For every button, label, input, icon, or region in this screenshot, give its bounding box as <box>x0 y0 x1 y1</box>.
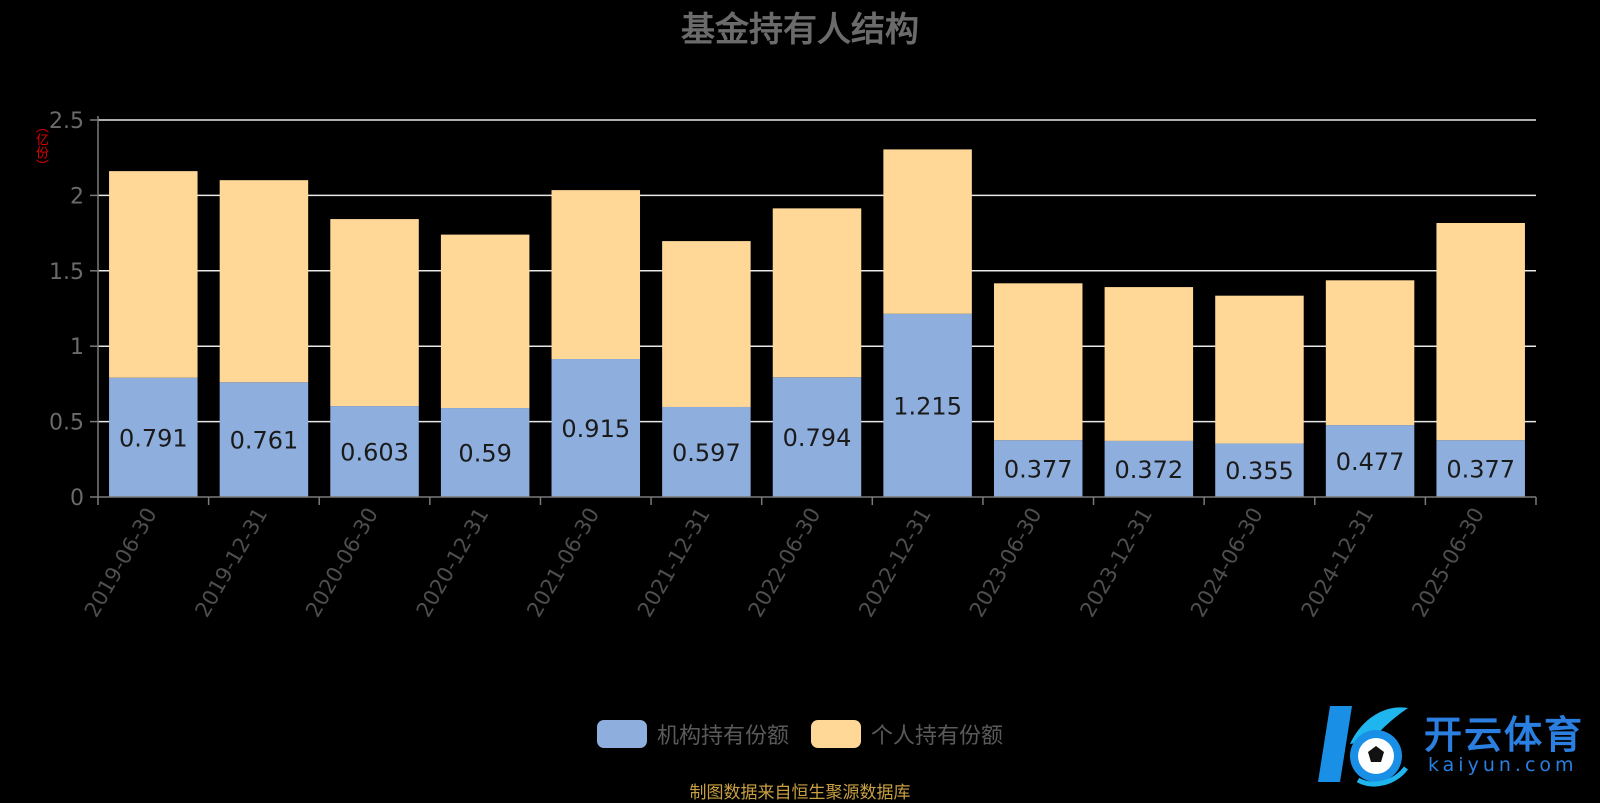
bar-institutional <box>883 313 972 497</box>
bar-institutional <box>1104 440 1194 497</box>
x-tick-label: 2023-06-30 <box>965 504 1047 622</box>
bar-individual <box>330 219 419 407</box>
legend-label-individual: 个人持有份额 <box>871 724 1004 749</box>
y-tick-label: 0 <box>70 486 84 511</box>
bar-value-label: 0.603 <box>340 439 409 467</box>
bar-individual <box>1436 222 1525 441</box>
y-axis: 0 0.5 1 1.5 2 2.5 <box>49 109 99 511</box>
x-tick-label: 2021-12-31 <box>633 504 715 622</box>
kaiyun-logo-icon <box>1318 706 1408 787</box>
bar-institutional <box>993 440 1083 497</box>
kaiyun-logo: 开云体育 kaiyun.com <box>1312 698 1596 790</box>
x-tick-label: 2022-12-31 <box>854 504 936 622</box>
bar-individual <box>993 283 1083 441</box>
bar-individual <box>440 234 530 409</box>
bar-value-label: 0.597 <box>672 439 741 467</box>
x-tick-label: 2019-12-31 <box>190 504 272 622</box>
bar-individual <box>551 190 641 360</box>
bar-individual <box>883 149 972 314</box>
x-tick-label: 2024-06-30 <box>1186 504 1268 622</box>
bar-institutional <box>109 377 198 497</box>
bar-institutional <box>440 408 530 497</box>
bar-institutional <box>551 359 641 497</box>
bar-institutional <box>219 382 309 497</box>
bar-institutional <box>330 406 419 497</box>
chart-title: 基金持有人结构 <box>681 10 919 50</box>
kaiyun-logo-domain: kaiyun.com <box>1428 754 1578 776</box>
y-tick-label: 1 <box>70 335 84 360</box>
bar-individual <box>1104 287 1194 441</box>
bars: 0.791 0.761 0.603 0.59 0.915 0.597 0.794 1.215 0… <box>109 149 1525 497</box>
bar-individual <box>1325 280 1415 426</box>
bar-value-label: 0.915 <box>561 415 630 443</box>
x-axis: 2019-06-30 2019-12-31 2020-06-30 2020-12-31… <box>80 496 1537 622</box>
x-tick-label: 2019-06-30 <box>80 504 162 622</box>
bar-value-label: 0.377 <box>1446 456 1515 484</box>
bar-individual <box>219 180 309 383</box>
bar-value-label: 0.791 <box>119 424 188 452</box>
y-axis-unit-label: （亿份） <box>33 120 48 172</box>
x-tick-label: 2025-06-30 <box>1407 504 1489 622</box>
legend-item-institutional[interactable]: 机构持有份额 <box>596 718 789 750</box>
bar-chart: 0 0.5 1 1.5 2 2.5 0.791 0.761 0.603 0.59 0.915 0.5… <box>49 109 1537 622</box>
bar-value-label: 0.761 <box>230 427 299 455</box>
x-tick-label: 2023-12-31 <box>1075 504 1157 622</box>
kaiyun-logo-text: 开云体育 <box>1424 713 1585 757</box>
bar-institutional <box>1325 425 1415 497</box>
y-tick-label: 2 <box>70 184 84 209</box>
bar-individual <box>772 208 862 378</box>
x-tick-label: 2020-06-30 <box>301 504 383 622</box>
bar-institutional <box>772 377 862 497</box>
y-tick-label: 2.5 <box>49 109 84 134</box>
bar-individual <box>109 171 198 378</box>
bar-value-label: 0.355 <box>1225 457 1294 485</box>
bar-institutional <box>662 406 751 497</box>
bar-value-label: 0.59 <box>458 440 511 468</box>
x-tick-label: 2024-12-31 <box>1297 504 1379 622</box>
x-tick-label: 2022-06-30 <box>744 504 826 622</box>
bar-individual <box>1215 295 1304 444</box>
bar-value-label: 0.372 <box>1114 456 1183 484</box>
bar-value-label: 0.477 <box>1336 448 1405 476</box>
bar-institutional <box>1215 443 1304 497</box>
legend-item-individual[interactable]: 个人持有份额 <box>811 718 1003 750</box>
bar-individual <box>662 241 751 407</box>
bar-value-label: 0.794 <box>783 424 852 452</box>
x-tick-label: 2020-12-31 <box>412 503 494 621</box>
bar-value-label: 1.215 <box>893 392 962 420</box>
legend-swatch-individual <box>811 720 861 748</box>
bar-value-label: 0.377 <box>1004 456 1073 484</box>
y-tick-label: 1.5 <box>49 260 84 285</box>
x-tick-label: 2021-06-30 <box>522 504 604 622</box>
legend-label-institutional: 机构持有份额 <box>656 724 789 749</box>
legend-swatch-institutional <box>596 720 647 748</box>
data-source-note: 制图数据来自恒生聚源数据库 <box>689 783 911 803</box>
legend: 机构持有份额 个人持有份额 <box>0 718 1600 750</box>
y-tick-label: 0.5 <box>49 411 84 436</box>
bar-institutional <box>1436 440 1525 497</box>
